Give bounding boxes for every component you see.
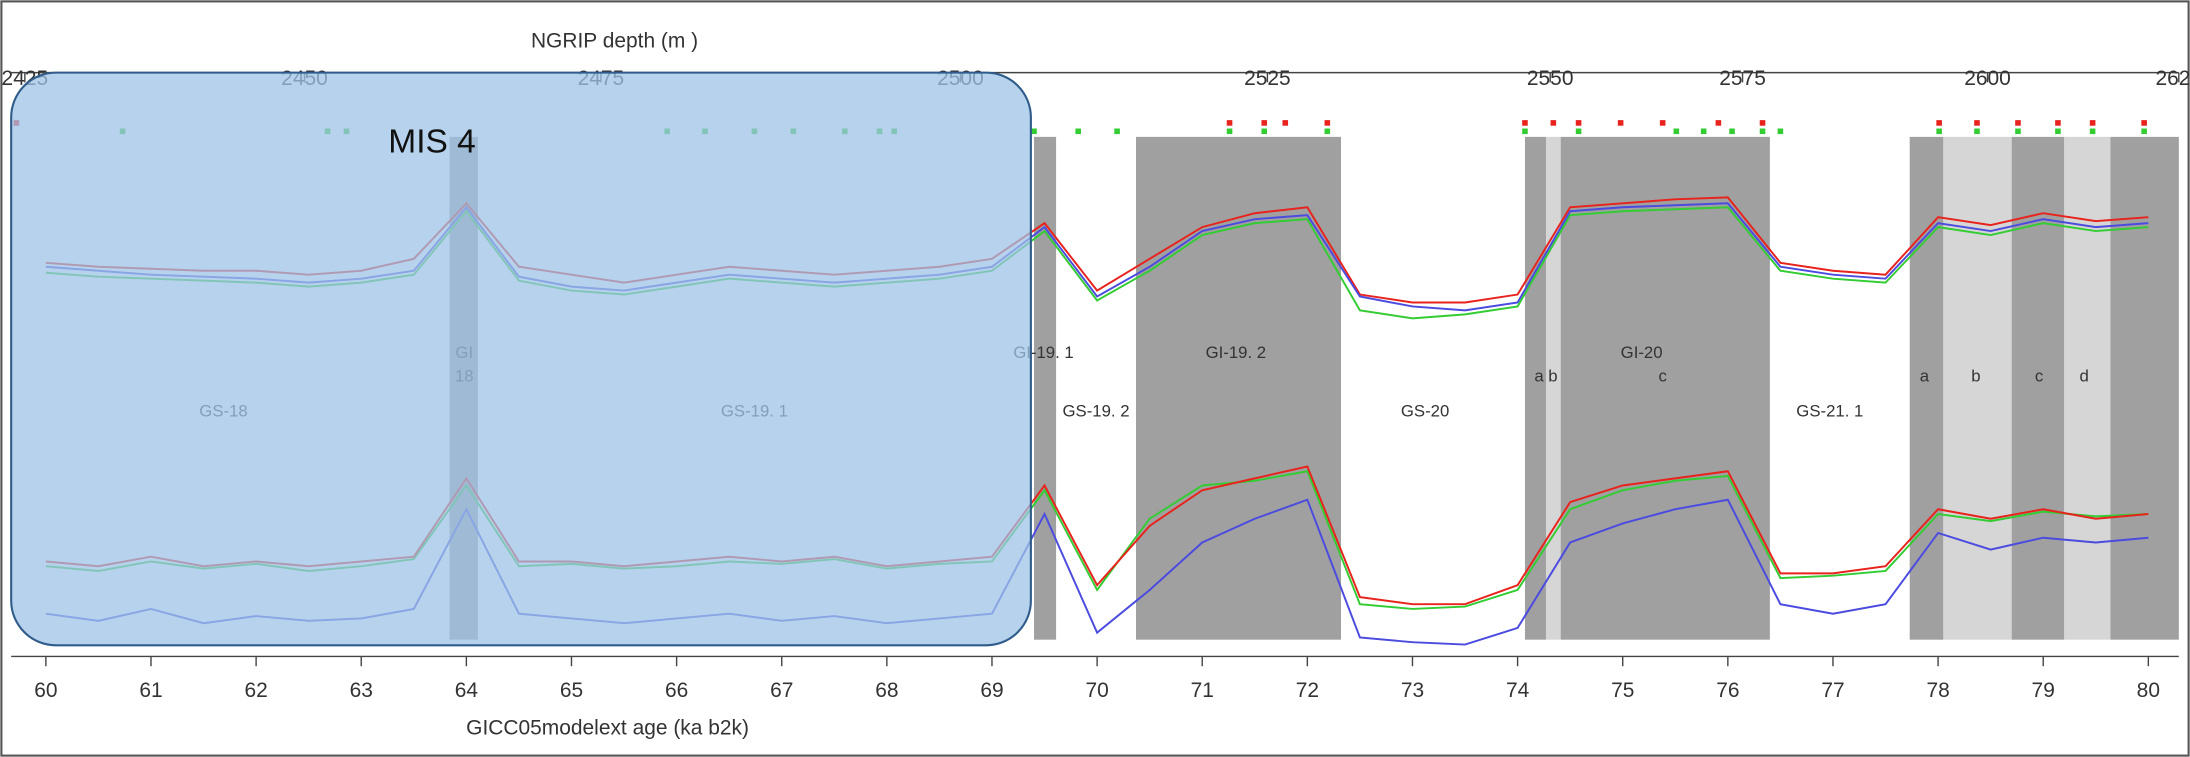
- x-tick-label: 61: [139, 679, 162, 702]
- event-dot: [1261, 120, 1268, 126]
- x-tick-label: 76: [1716, 679, 1739, 702]
- event-dot: [1550, 120, 1557, 126]
- annotation-label: MIS 4: [388, 124, 476, 161]
- event-dot: [2089, 128, 2096, 135]
- x-tick-label: 77: [1821, 679, 1844, 702]
- period-label: GS-20: [1401, 401, 1449, 420]
- event-dot: [1261, 128, 1268, 135]
- event-dot: [1659, 120, 1666, 126]
- period-label: d: [2080, 367, 2089, 386]
- period-label: GS-21. 1: [1796, 401, 1863, 420]
- x-tick-label: 74: [1506, 679, 1530, 702]
- event-dot: [1575, 120, 1582, 126]
- x-tick-label: 70: [1085, 679, 1108, 702]
- event-dot: [2055, 120, 2061, 126]
- event-dot: [1936, 120, 1942, 126]
- event-dot: [2055, 128, 2061, 135]
- x-tick-label: 68: [875, 679, 898, 702]
- event-dot: [1974, 128, 1980, 135]
- region: [2110, 136, 2179, 640]
- x2-tick-label: 2575: [1719, 67, 1766, 90]
- event-dot: [1759, 120, 1766, 126]
- event-dot: [1729, 128, 1735, 135]
- x-tick-label: 67: [770, 679, 793, 702]
- event-dot: [1031, 128, 1037, 135]
- region: [1545, 136, 1561, 640]
- x2-tick-label: 2525: [1244, 67, 1291, 90]
- plot: GIGI-19. 1GI-19. 2GI-2018a bcabcdGS-18GS…: [2, 67, 2190, 702]
- region: [1560, 136, 1770, 640]
- x-tick-label: 60: [34, 679, 57, 702]
- period-label: GI-20: [1621, 343, 1663, 362]
- event-dot: [1282, 120, 1289, 126]
- event-dot: [1226, 120, 1233, 126]
- event-dot: [2015, 120, 2021, 126]
- x-tick-label: 71: [1191, 679, 1214, 702]
- event-dot: [2015, 128, 2021, 135]
- x-tick-label: 62: [244, 679, 267, 702]
- period-label: a b: [1534, 367, 1557, 386]
- x-tick-label: 79: [2032, 679, 2055, 702]
- event-dot: [1715, 120, 1722, 126]
- period-label: c: [2035, 367, 2043, 386]
- region: [2011, 136, 2065, 640]
- event-dot: [1522, 120, 1528, 126]
- event-dot: [1324, 120, 1331, 126]
- period-label: b: [1971, 367, 1980, 386]
- region: [1135, 136, 1341, 640]
- region: [1909, 136, 1944, 640]
- event-dot: [1974, 120, 1980, 126]
- event-dot: [1777, 128, 1784, 135]
- event-dot: [1936, 128, 1942, 135]
- event-dot: [1075, 128, 1081, 135]
- x-tick-label: 80: [2137, 679, 2160, 702]
- event-dot: [1114, 128, 1120, 135]
- event-dot: [1700, 128, 1707, 135]
- region: [2064, 136, 2111, 640]
- period-label: c: [1658, 367, 1666, 386]
- x-tick-label: 75: [1611, 679, 1634, 702]
- x2-tick-label: 2550: [1527, 67, 1574, 90]
- region: [1034, 136, 1057, 640]
- region: [1943, 136, 2012, 640]
- x-tick-label: 72: [1296, 679, 1319, 702]
- x-tick-label: 63: [350, 679, 373, 702]
- x-tick-label: 69: [980, 679, 1003, 702]
- x-tick-label: 64: [455, 679, 479, 702]
- event-dot: [2141, 128, 2147, 135]
- x-tick-label: 78: [1926, 679, 1949, 702]
- annotation-box: [10, 71, 1032, 647]
- x2-tick-label: 2600: [1964, 67, 2011, 90]
- event-dot: [1575, 128, 1582, 135]
- x2-tick-label: 2625: [2156, 67, 2190, 90]
- event-dot: [1673, 128, 1680, 135]
- x2-axis-label: NGRIP depth (m ): [531, 29, 698, 52]
- event-dot: [1324, 128, 1331, 135]
- event-dot: [1617, 120, 1624, 126]
- period-label: GI-19. 2: [1206, 343, 1267, 362]
- x-tick-label: 65: [560, 679, 583, 702]
- event-dot: [1522, 128, 1528, 135]
- period-label: GS-19. 2: [1063, 401, 1130, 420]
- x-tick-label: 66: [665, 679, 688, 702]
- x-axis-label: GICC05modelext age (ka b2k): [466, 717, 749, 740]
- event-dot: [2141, 120, 2147, 126]
- event-dot: [1226, 128, 1233, 135]
- x-tick-label: 73: [1401, 679, 1424, 702]
- period-label: a: [1920, 367, 1930, 386]
- event-dot: [1759, 128, 1766, 135]
- event-dot: [2089, 120, 2096, 126]
